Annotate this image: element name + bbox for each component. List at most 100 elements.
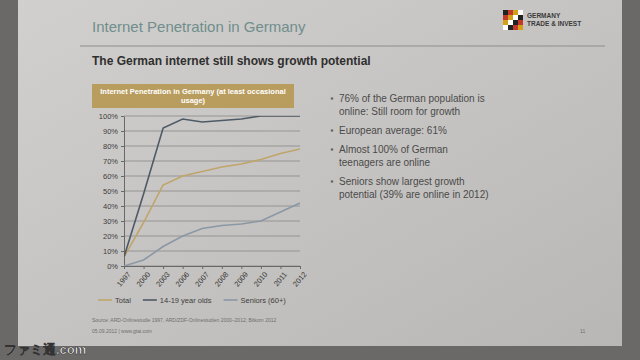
logo-cell [508, 25, 513, 30]
x-tick-label: 2012 [291, 270, 309, 289]
legend-label: Total [115, 296, 131, 305]
grid-line [124, 236, 300, 237]
y-tick: 80% [103, 142, 124, 151]
logo-cell [503, 25, 508, 30]
logo-cell [508, 10, 513, 15]
legend-label: 14-19 year olds [160, 296, 212, 305]
source-note: Source: ARD-Onlinestudie 1997, ARD/ZDF-O… [92, 317, 276, 323]
x-tick-mark [202, 266, 203, 269]
y-tick: 100% [99, 112, 124, 121]
x-tick-mark [280, 266, 281, 269]
logo-cell [518, 25, 523, 30]
x-tick: 2010 [252, 266, 270, 289]
x-tick-mark [163, 266, 164, 269]
logo-cell [518, 15, 523, 20]
x-tick: 2006 [174, 266, 192, 289]
y-axis-line [124, 117, 125, 267]
y-tick-label: 50% [103, 187, 118, 196]
x-tick: 2000 [135, 266, 153, 289]
y-tick-mark [121, 236, 124, 237]
bullets: 76% of the German population is online: S… [331, 93, 489, 200]
x-tick: 2011 [272, 266, 289, 288]
x-tick-label: 2008 [213, 270, 231, 289]
y-tick-mark [121, 266, 124, 267]
y-tick: 10% [103, 247, 124, 256]
x-tick-mark [183, 266, 184, 269]
grid-line [124, 161, 300, 162]
slide-subtitle: The German internet still shows growth p… [92, 54, 371, 68]
y-tick: 30% [103, 217, 124, 226]
grid-line [124, 221, 300, 222]
logo-cell [503, 20, 508, 25]
logo-cell [508, 15, 513, 20]
footer-text: 05.09.2012 | www.gtai.com [92, 328, 152, 334]
legend-label: Seniors (60+) [241, 296, 287, 305]
y-tick: 90% [103, 127, 124, 136]
y-tick-label: 100% [99, 112, 119, 121]
x-tick-label: 2006 [174, 270, 192, 289]
y-tick: 60% [103, 172, 124, 181]
y-tick-label: 90% [103, 127, 118, 136]
x-tick-label: 2009 [232, 270, 250, 289]
x-tick-mark [124, 266, 125, 269]
legend: Total 14-19 year olds Seniors (60+) [98, 296, 286, 305]
x-tick-label: 2003 [154, 270, 172, 289]
x-tick-label: 2007 [193, 270, 211, 289]
y-tick-mark [121, 176, 124, 177]
y-tick-mark [121, 116, 124, 117]
grid-line [124, 146, 300, 147]
y-tick-mark [121, 251, 124, 252]
bullet-text: Almost 100% of German [339, 144, 448, 155]
chart-title: Internet Penetration in Germany (at leas… [100, 87, 285, 105]
logo-text: GERMANY [527, 12, 561, 19]
legend-swatch [143, 299, 157, 301]
bullet-text: potential (39% are online in 2012) [339, 189, 489, 200]
logo-cell [503, 15, 508, 20]
x-tick-mark [300, 266, 301, 269]
x-tick: 2007 [193, 266, 211, 289]
x-tick-mark [241, 266, 242, 269]
y-tick-label: 70% [103, 157, 118, 166]
x-tick: 2012 [291, 266, 309, 289]
bullet-dot [331, 97, 334, 100]
y-tick-label: 30% [103, 217, 118, 226]
logo-cell [503, 10, 508, 15]
logo-cell [513, 25, 518, 30]
y-tick-label: 20% [103, 232, 118, 241]
x-tick-label: 2011 [272, 270, 289, 288]
x-tick-label: 2010 [252, 270, 270, 289]
y-tick-mark [121, 131, 124, 132]
series-lines [124, 116, 300, 266]
watermark: ファミ通.com [4, 342, 86, 357]
grid [124, 116, 300, 266]
x-tick: 1997 [115, 266, 133, 289]
y-tick: 0% [107, 262, 124, 271]
series-line [124, 149, 300, 257]
y-tick: 40% [103, 202, 124, 211]
y-tick-mark [121, 206, 124, 207]
y-tick: 20% [103, 232, 124, 241]
grid-line [124, 251, 300, 252]
y-tick-mark [121, 221, 124, 222]
y-tick-label: 60% [103, 172, 118, 181]
y-tick-mark [121, 191, 124, 192]
grid-line [124, 191, 300, 192]
series-line [124, 203, 300, 266]
logo-cell [513, 20, 518, 25]
grid-line [124, 206, 300, 207]
x-tick-label: 2000 [135, 270, 153, 289]
logo-text: TRADE & INVEST [527, 20, 581, 27]
x-tick-mark [261, 266, 262, 269]
y-tick: 50% [103, 187, 124, 196]
x-tick-mark [144, 266, 145, 269]
bullet-text: European average: 61% [339, 125, 447, 136]
x-axis: 1997200020032006200720082009201020112012 [115, 266, 309, 289]
series-line [124, 116, 300, 257]
bullet-text: 76% of the German population is [339, 93, 485, 104]
y-tick-label: 10% [103, 247, 118, 256]
y-tick-label: 0% [107, 262, 118, 271]
bullet-text: online: Still room for growth [339, 106, 460, 117]
logo-cell [513, 10, 518, 15]
title-rule [80, 46, 605, 47]
bullet-dot [331, 180, 334, 183]
